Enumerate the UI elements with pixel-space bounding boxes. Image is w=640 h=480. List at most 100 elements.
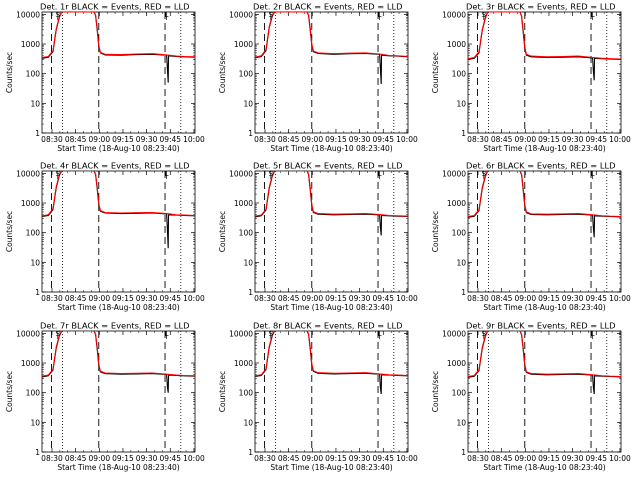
x-tick-label: 09:45 bbox=[585, 135, 607, 144]
x-tick-label: 08:30 bbox=[41, 454, 63, 463]
x-tick-label: 08:45 bbox=[278, 294, 300, 303]
x-tick-label: 08:30 bbox=[41, 294, 63, 303]
plot-area bbox=[42, 331, 195, 393]
events-rate-line bbox=[255, 331, 408, 395]
y-tick-label: 10 bbox=[30, 258, 40, 267]
y-tick-label: 10 bbox=[243, 418, 253, 427]
x-tick-label: 09:45 bbox=[372, 454, 394, 463]
x-tick-label: 09:15 bbox=[538, 454, 560, 463]
events-rate-line bbox=[42, 171, 195, 249]
x-tick-label: 10:00 bbox=[396, 454, 418, 463]
x-tick-label: 09:15 bbox=[538, 294, 560, 303]
x-tick-label: 09:45 bbox=[585, 294, 607, 303]
detector-panel-5: Det. 5r BLACK = Events, RED = LLD 1 10 100 1… bbox=[218, 161, 418, 313]
x-tick-label: 08:45 bbox=[65, 135, 87, 144]
axes-frame bbox=[467, 170, 622, 293]
x-tick-label: 09:00 bbox=[514, 294, 536, 303]
y-tick-label: 100 bbox=[239, 389, 254, 398]
panel-title: Det. 7r BLACK = Events, RED = LLD bbox=[40, 321, 189, 331]
plot-area bbox=[42, 171, 195, 249]
x-tick-label: 10:00 bbox=[609, 454, 631, 463]
detector-panel-3: Det. 3r BLACK = Events, RED = LLD 1 10 100 1… bbox=[431, 2, 631, 154]
x-tick-label: 09:30 bbox=[562, 294, 584, 303]
x-tick-label: 09:30 bbox=[349, 454, 371, 463]
panel-title: Det. 3r BLACK = Events, RED = LLD bbox=[466, 2, 615, 12]
x-tick-label: 09:45 bbox=[372, 135, 394, 144]
x-tick-label: 09:00 bbox=[514, 135, 536, 144]
panel-title: Det. 8r BLACK = Events, RED = LLD bbox=[253, 321, 402, 331]
y-tick-label: 10000 bbox=[442, 329, 466, 338]
x-tick-label: 09:45 bbox=[159, 294, 181, 303]
y-tick-label: 1000 bbox=[234, 40, 253, 49]
y-tick-label: 100 bbox=[26, 229, 41, 238]
lld-rate-line bbox=[42, 331, 195, 377]
x-tick-label: 09:00 bbox=[301, 294, 323, 303]
x-tick-label: 08:30 bbox=[467, 294, 489, 303]
axes-frame bbox=[467, 11, 622, 134]
x-tick-label: 10:00 bbox=[396, 294, 418, 303]
axes-frame bbox=[254, 330, 409, 453]
events-rate-line bbox=[42, 331, 195, 393]
lld-rate-line bbox=[255, 12, 408, 58]
y-tick-label: 10000 bbox=[16, 169, 40, 178]
plot-area bbox=[468, 171, 621, 238]
y-axis-label: Counts/sec bbox=[431, 52, 440, 93]
x-axis-label: Start Time (18-Aug-10 08:23:40) bbox=[483, 463, 605, 472]
y-tick-label: 100 bbox=[26, 389, 41, 398]
x-tick-label: 09:30 bbox=[349, 135, 371, 144]
plot-area bbox=[42, 12, 195, 83]
y-tick-label: 10000 bbox=[229, 169, 253, 178]
x-tick-label: 08:30 bbox=[41, 135, 63, 144]
x-axis-label: Start Time (18-Aug-10 08:23:40) bbox=[483, 303, 605, 312]
x-axis-label: Start Time (18-Aug-10 08:23:40) bbox=[57, 463, 179, 472]
x-tick-label: 09:15 bbox=[112, 135, 134, 144]
y-tick-label: 1 bbox=[35, 288, 40, 297]
x-tick-label: 09:15 bbox=[325, 294, 347, 303]
x-tick-label: 09:15 bbox=[112, 454, 134, 463]
y-tick-label: 1000 bbox=[447, 199, 466, 208]
y-axis-label: Counts/sec bbox=[5, 52, 14, 93]
x-tick-label: 08:30 bbox=[467, 454, 489, 463]
y-axis-label: Counts/sec bbox=[218, 371, 227, 412]
y-tick-label: 1 bbox=[248, 448, 253, 457]
x-axis-label: Start Time (18-Aug-10 08:23:40) bbox=[483, 144, 605, 153]
x-tick-label: 10:00 bbox=[183, 454, 205, 463]
y-tick-label: 1000 bbox=[21, 40, 40, 49]
x-axis-label: Start Time (18-Aug-10 08:23:40) bbox=[57, 144, 179, 153]
y-tick-label: 1000 bbox=[21, 199, 40, 208]
x-tick-label: 08:30 bbox=[254, 454, 276, 463]
x-tick-label: 09:00 bbox=[88, 454, 110, 463]
x-tick-label: 08:30 bbox=[254, 135, 276, 144]
plot-area bbox=[255, 12, 408, 85]
x-tick-label: 09:00 bbox=[88, 294, 110, 303]
axes-frame bbox=[254, 11, 409, 134]
detector-panel-9: Det. 9r BLACK = Events, RED = LLD 1 10 100 1… bbox=[431, 321, 631, 473]
x-axis-label: Start Time (18-Aug-10 08:23:40) bbox=[57, 303, 179, 312]
y-tick-label: 10 bbox=[456, 418, 466, 427]
y-tick-label: 100 bbox=[239, 229, 254, 238]
y-tick-label: 10000 bbox=[229, 10, 253, 19]
y-tick-label: 1 bbox=[248, 129, 253, 138]
x-tick-label: 09:00 bbox=[301, 454, 323, 463]
panel-title: Det. 4r BLACK = Events, RED = LLD bbox=[40, 161, 189, 171]
lld-rate-line bbox=[468, 12, 621, 60]
events-rate-line bbox=[468, 331, 621, 395]
x-tick-label: 09:45 bbox=[159, 454, 181, 463]
y-tick-label: 10 bbox=[30, 418, 40, 427]
lld-rate-line bbox=[255, 331, 408, 377]
x-tick-label: 08:45 bbox=[65, 294, 87, 303]
plot-area bbox=[468, 12, 621, 81]
detector-panel-7: Det. 7r BLACK = Events, RED = LLD 1 10 100 1… bbox=[5, 321, 205, 473]
x-tick-label: 10:00 bbox=[183, 135, 205, 144]
lld-rate-line bbox=[468, 331, 621, 378]
y-tick-label: 1000 bbox=[234, 199, 253, 208]
y-tick-label: 1000 bbox=[21, 359, 40, 368]
x-tick-label: 09:30 bbox=[136, 454, 158, 463]
y-tick-label: 10 bbox=[30, 99, 40, 108]
detector-panel-6: Det. 6r BLACK = Events, RED = LLD 1 10 100 1… bbox=[431, 161, 631, 313]
y-tick-label: 10 bbox=[456, 258, 466, 267]
y-tick-label: 1 bbox=[461, 129, 466, 138]
panel-title: Det. 6r BLACK = Events, RED = LLD bbox=[466, 161, 615, 171]
x-tick-label: 09:30 bbox=[562, 135, 584, 144]
